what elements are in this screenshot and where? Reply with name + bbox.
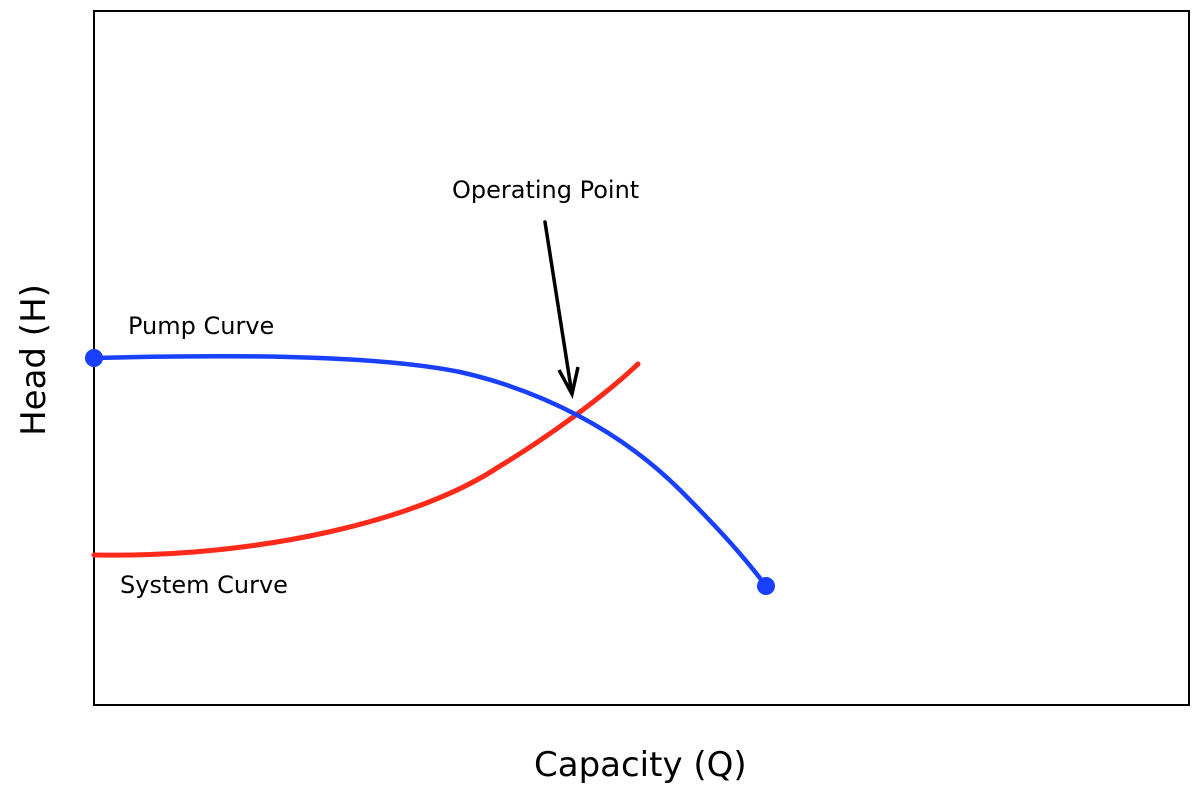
system-curve xyxy=(91,361,641,558)
pump-start-marker xyxy=(85,349,103,367)
pump-end-marker xyxy=(757,577,775,595)
arrow-icon xyxy=(543,220,580,399)
x-axis-label: Capacity (Q) xyxy=(534,745,747,785)
y-axis-label: Head (H) xyxy=(14,284,54,436)
pump-curve-label: Pump Curve xyxy=(128,312,275,340)
pump-curve xyxy=(91,353,769,589)
system-curve-label: System Curve xyxy=(120,571,288,599)
operating-point-label: Operating Point xyxy=(452,176,640,204)
